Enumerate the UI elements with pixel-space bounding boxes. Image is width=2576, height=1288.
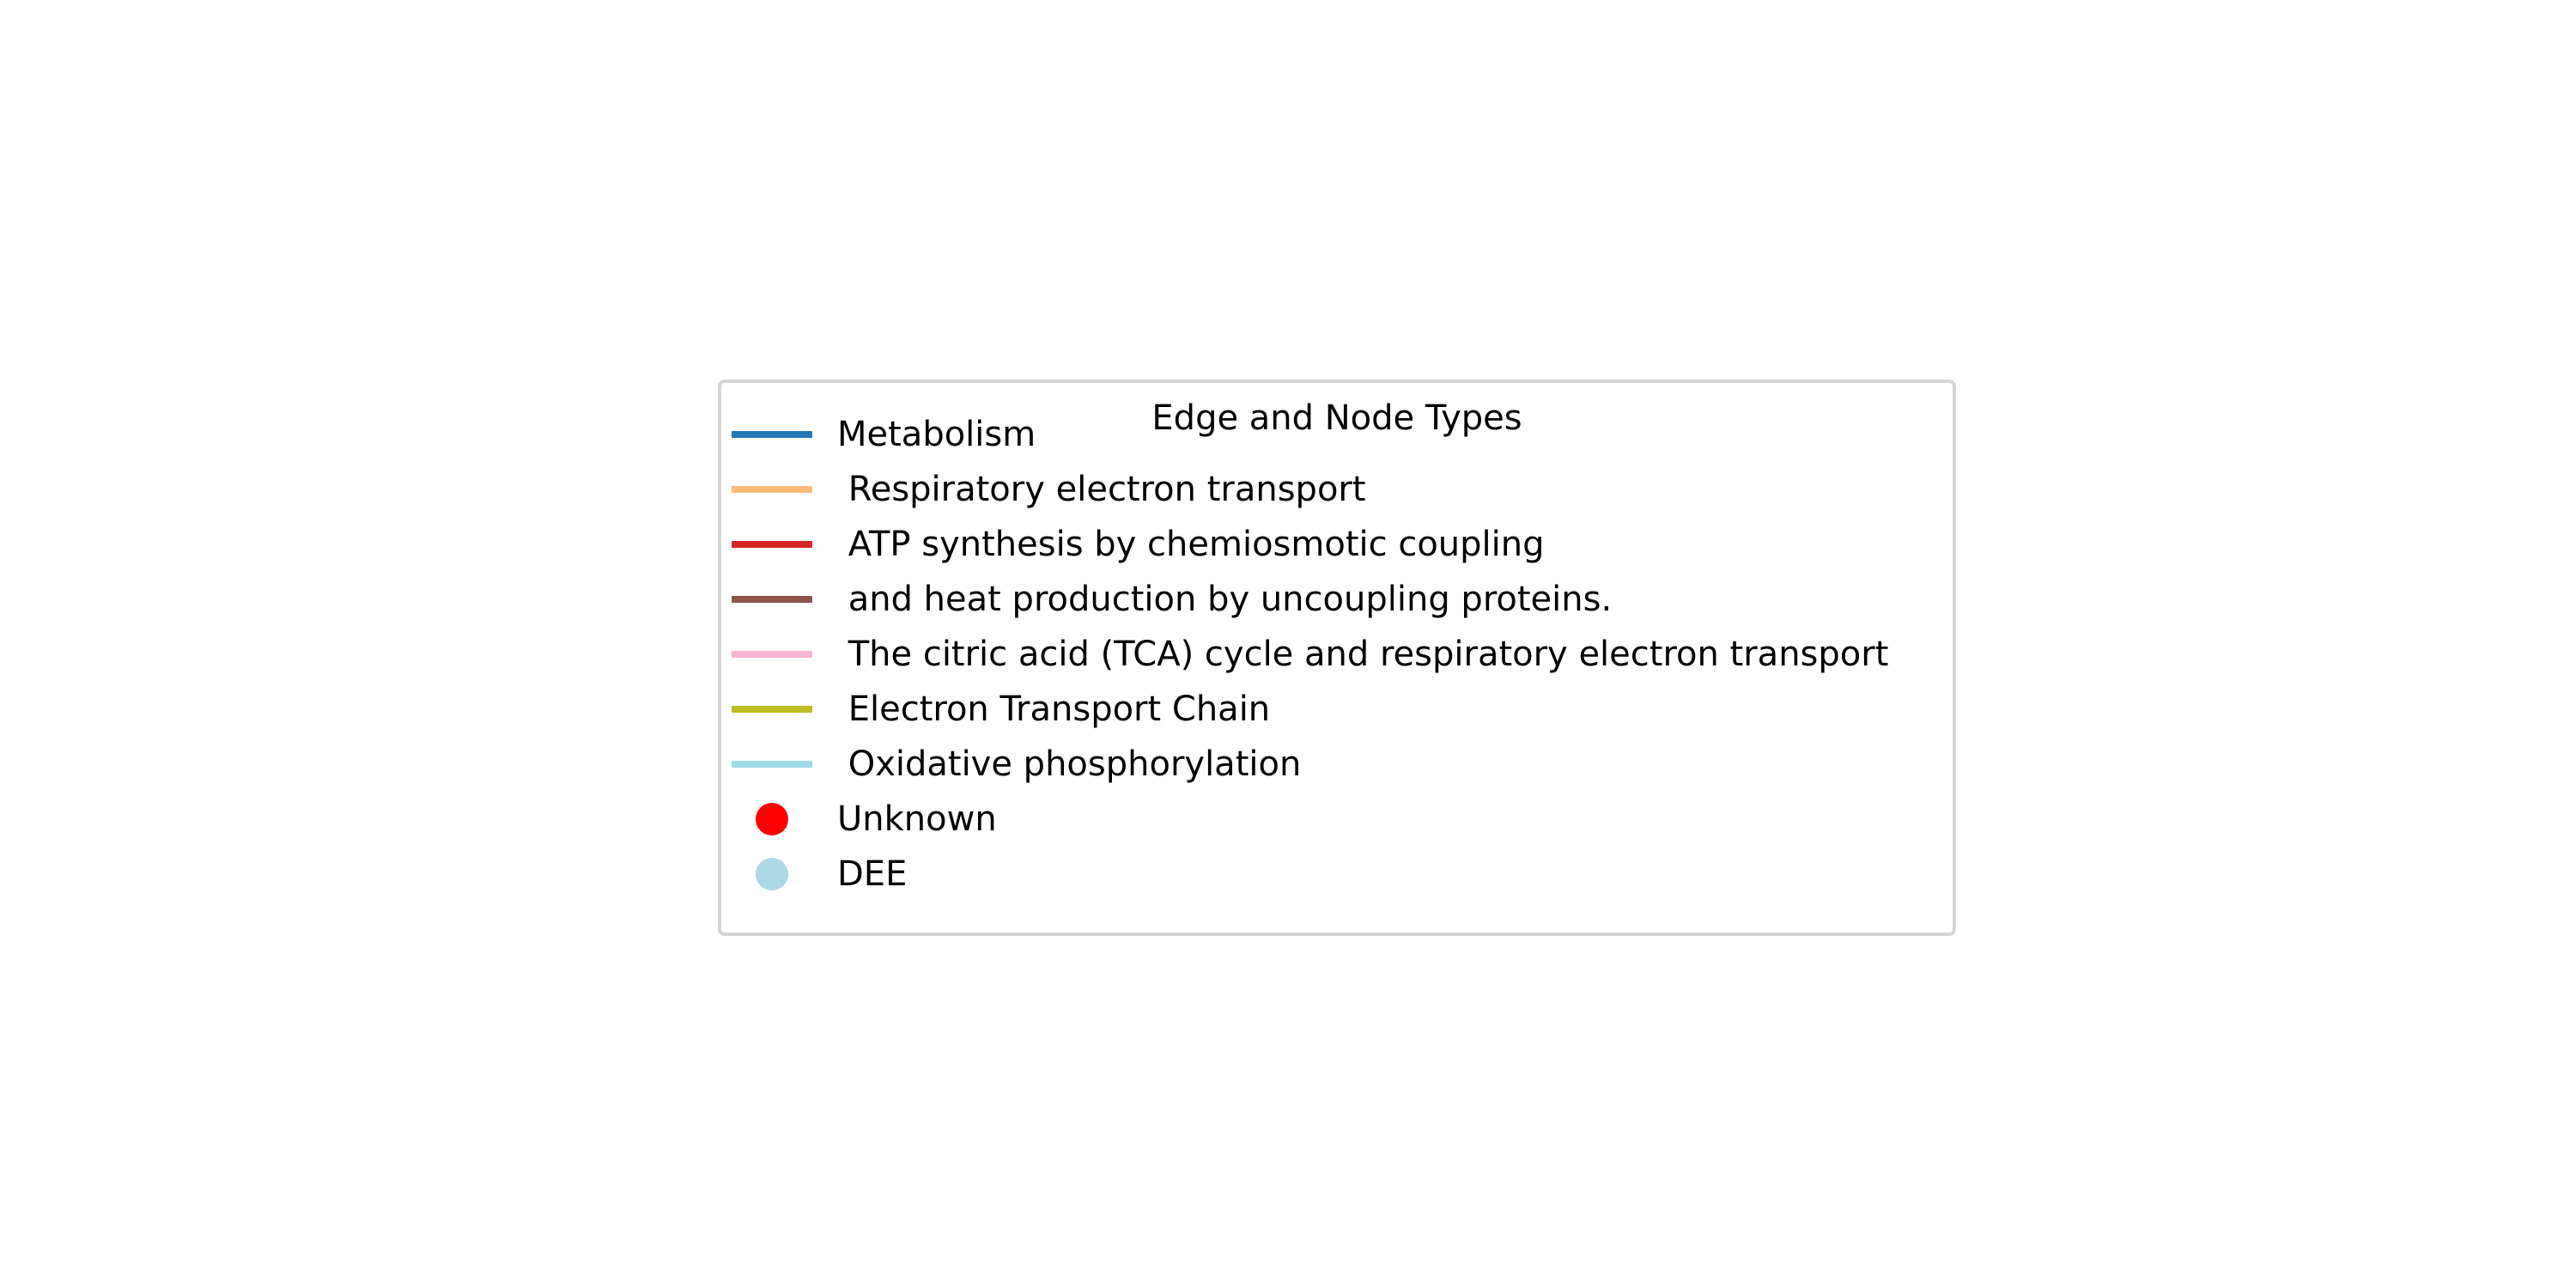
tca-cycle-line-swatch [732, 651, 812, 658]
legend-label: Electron Transport Chain [837, 690, 1271, 729]
legend: Edge and Node Types Metabolism Respirato… [718, 380, 1956, 936]
legend-entry-respiratory-electron-transport: Respiratory electron transport [721, 462, 1953, 517]
unknown-node-dot [756, 803, 788, 835]
legend-label: ATP synthesis by chemiosmotic coupling [837, 525, 1545, 564]
legend-entry-atp-synthesis: ATP synthesis by chemiosmotic coupling [721, 517, 1953, 572]
legend-entry-dee: DEE [721, 847, 1953, 902]
legend-label: Unknown [837, 799, 997, 839]
legend-label: DEE [837, 854, 908, 894]
respiratory-electron-transport-line-swatch [732, 486, 812, 493]
legend-title: Edge and Node Types [1151, 398, 1522, 438]
legend-label: Metabolism [837, 415, 1036, 454]
metabolism-line-swatch [732, 431, 812, 438]
legend-label: Oxidative phosphorylation [837, 744, 1302, 784]
legend-entry-electron-transport-chain: Electron Transport Chain [721, 682, 1953, 737]
legend-label: and heat production by uncoupling protei… [837, 580, 1613, 619]
legend-label: The citric acid (TCA) cycle and respirat… [837, 635, 1889, 674]
legend-label: Respiratory electron transport [837, 470, 1366, 509]
legend-entry-tca-cycle: The citric acid (TCA) cycle and respirat… [721, 627, 1953, 682]
legend-entry-metabolism: Metabolism [721, 407, 1953, 462]
legend-entry-oxidative-phosphorylation: Oxidative phosphorylation [721, 737, 1953, 792]
legend-entry-heat-production: and heat production by uncoupling protei… [721, 572, 1953, 627]
atp-synthesis-line-swatch [732, 541, 812, 548]
oxidative-phosphorylation-line-swatch [732, 761, 812, 768]
dee-node-dot [756, 858, 788, 890]
legend-entry-unknown: Unknown [721, 792, 1953, 847]
electron-transport-chain-line-swatch [732, 706, 812, 713]
heat-production-line-swatch [732, 596, 812, 603]
